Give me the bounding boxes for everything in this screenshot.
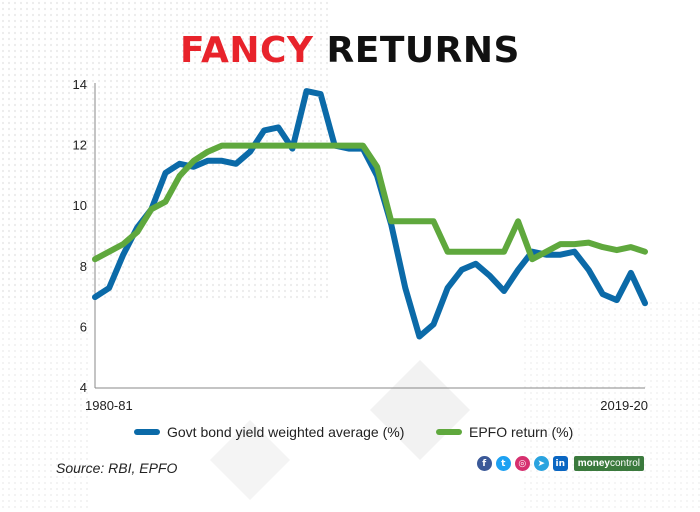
source-note: Source: RBI, EPFO	[56, 460, 178, 476]
twitter-icon[interactable]: t	[495, 456, 511, 471]
x-tick-label-last: 2019-20	[600, 398, 648, 413]
y-tick-label: 6	[80, 319, 87, 334]
moneycontrol-logo: money control	[573, 456, 644, 471]
y-ticks: 4 6 8 10 12 14	[73, 77, 87, 395]
series-lines	[92, 88, 648, 340]
x-tick-label-first: 1980-81	[85, 398, 133, 413]
linkedin-icon[interactable]: in	[552, 456, 568, 471]
legend: Govt bond yield weighted average (%) EPFO…	[134, 424, 573, 440]
y-tick-label: 14	[73, 77, 87, 92]
series-line-govt	[92, 88, 648, 340]
y-tick-label: 10	[73, 198, 87, 213]
title-word-fancy: FANCY	[180, 30, 314, 71]
instagram-icon[interactable]: ◎	[514, 456, 530, 471]
y-tick-label: 4	[80, 380, 87, 395]
legend-label-govt: Govt bond yield weighted average (%)	[167, 424, 404, 440]
x-labels: 1980-81 2019-20	[85, 398, 648, 413]
social-bar: f t ◎ ➤ in money control	[476, 456, 644, 471]
legend-label-epfo: EPFO return (%)	[469, 424, 573, 440]
y-tick-label: 8	[80, 259, 87, 274]
chart-title: FANCY RETURNS	[0, 30, 700, 71]
y-tick-label: 12	[73, 138, 87, 153]
facebook-icon[interactable]: f	[476, 456, 492, 471]
telegram-icon[interactable]: ➤	[533, 456, 549, 471]
series-line-epfo	[92, 142, 648, 263]
axes	[94, 83, 645, 389]
title-word-returns: RETURNS	[326, 30, 520, 71]
